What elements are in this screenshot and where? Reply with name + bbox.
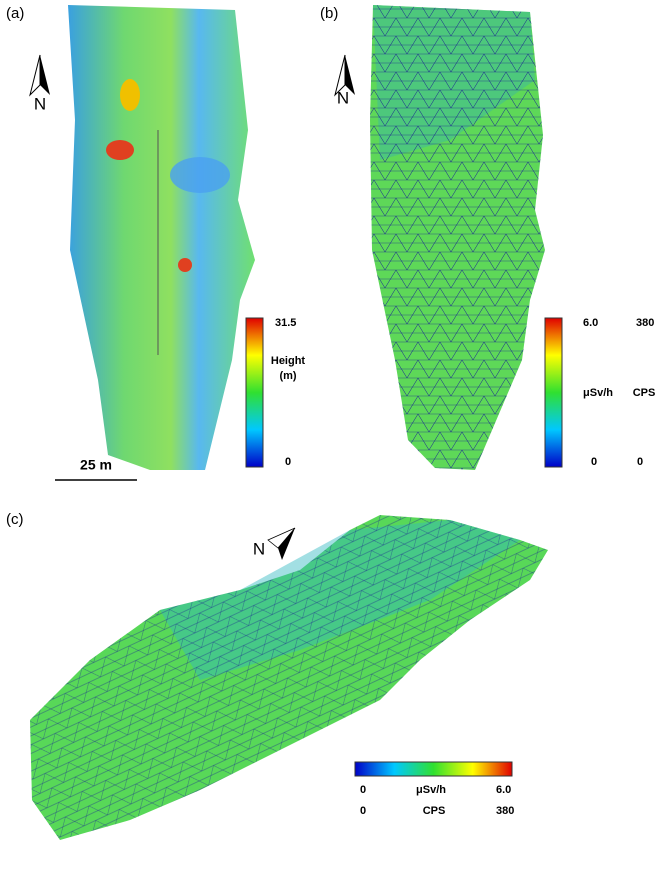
- height-low: [170, 157, 230, 193]
- colorbar-dose-unit: μSv/h: [416, 784, 446, 796]
- colorbar-min-dose: 0: [591, 456, 597, 468]
- colorbar-min-dose: 0: [360, 784, 366, 796]
- figure: (a) N 31.5 Height (m) 0 25 m (b) N 6.0 3…: [0, 0, 659, 881]
- colorbar-unit: (m): [279, 370, 296, 382]
- colorbar-min-cps: 0: [360, 805, 366, 817]
- colorbar-max-cps: 380: [636, 317, 654, 329]
- height-hotspot: [178, 258, 192, 272]
- north-label: N: [337, 88, 349, 107]
- north-arrow: [30, 55, 40, 95]
- colorbar-cps-unit: CPS: [633, 387, 656, 399]
- colorbar: [545, 318, 562, 467]
- panel-label: (a): [6, 5, 24, 22]
- colorbar-max-dose: 6.0: [496, 784, 511, 796]
- colorbar: [355, 762, 512, 776]
- height-map: [68, 5, 255, 470]
- colorbar-cps-unit: CPS: [423, 805, 446, 817]
- height-hotspot: [120, 79, 140, 111]
- scale-bar-label: 25 m: [80, 457, 112, 473]
- dose-mesh: [370, 5, 545, 470]
- north-label: N: [34, 94, 46, 113]
- colorbar-max: 31.5: [275, 317, 296, 329]
- colorbar-max-cps: 380: [496, 805, 514, 817]
- colorbar-min-cps: 0: [637, 456, 643, 468]
- colorbar-max-dose: 6.0: [583, 317, 598, 329]
- height-hotspot: [106, 140, 134, 160]
- panel-label: (b): [320, 5, 338, 22]
- colorbar-min: 0: [285, 456, 291, 468]
- colorbar-title: Height: [271, 355, 306, 367]
- north-label: N: [253, 539, 265, 558]
- colorbar: [246, 318, 263, 467]
- panel-label: (c): [6, 511, 24, 528]
- north-arrow: [40, 55, 50, 95]
- colorbar-dose-unit: μSv/h: [583, 387, 613, 399]
